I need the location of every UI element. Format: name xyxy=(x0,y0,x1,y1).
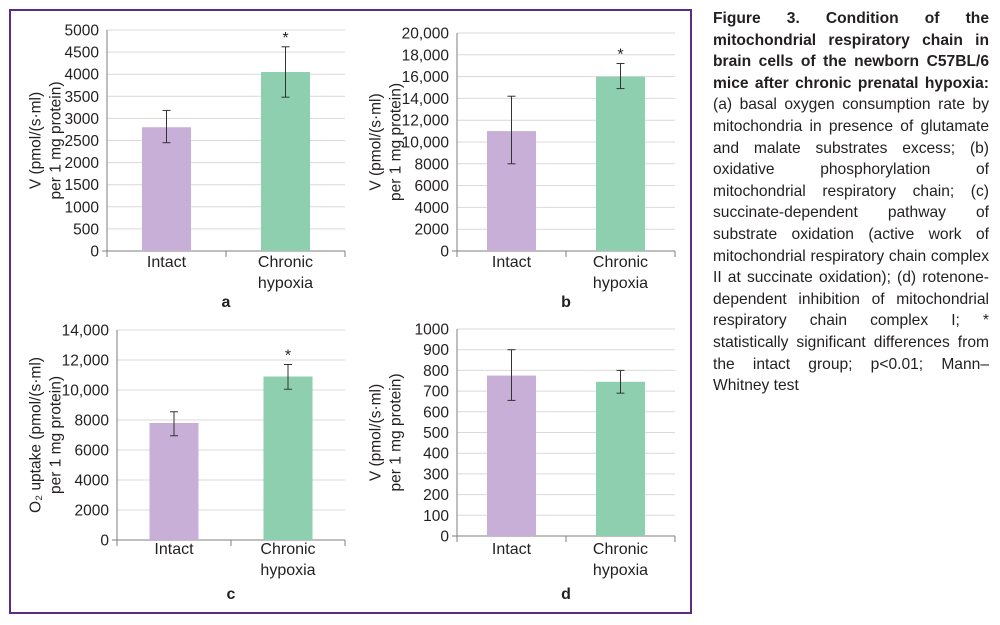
y-tick-label: 2000 xyxy=(75,503,110,520)
y-tick-label: 1500 xyxy=(65,177,100,194)
y-tick-label: 8000 xyxy=(415,156,450,173)
chart-panel-d: 0 100 200 300 400 500 600 700 800 900 1000 Intact Ch… xyxy=(368,322,676,603)
figure-frame xyxy=(9,9,692,614)
x-category-label: Chronic xyxy=(593,254,648,271)
x-category-label: hypoxia xyxy=(593,562,648,579)
y-axis-title: per 1 mg protein) xyxy=(48,81,65,199)
y-tick-label: 4000 xyxy=(415,200,450,217)
y-axis-title: V (pmol/(s·ml) xyxy=(368,93,385,190)
y-tick-label: 0 xyxy=(440,529,449,546)
y-tick-label: 0 xyxy=(90,244,99,261)
y-tick-label: 1000 xyxy=(65,199,100,216)
significance-asterisk: * xyxy=(285,348,291,365)
y-tick-label: 200 xyxy=(423,487,449,504)
bar-chronic-hypoxia xyxy=(596,381,645,536)
y-tick-label: 4000 xyxy=(75,473,110,490)
y-tick-label: 10,000 xyxy=(402,135,450,152)
y-tick-label: 5000 xyxy=(65,23,100,40)
y-tick-label: 14,000 xyxy=(62,323,110,340)
y-tick-label: 20,000 xyxy=(402,26,450,43)
y-tick-label: 3500 xyxy=(65,89,100,106)
y-tick-label: 12,000 xyxy=(402,113,450,130)
chart-panel-a: 0 500 1000 1500 2000 2500 3000 3500 4000 4500 5000… xyxy=(28,23,346,311)
y-tick-label: 6000 xyxy=(415,178,450,195)
x-category-label: Intact xyxy=(492,254,532,271)
y-tick-label: 600 xyxy=(423,404,449,421)
chart-panel-c: 0 2000 4000 6000 8000 10,000 12,000 14,000 Intac… xyxy=(28,323,346,603)
bar-intact xyxy=(142,127,191,251)
y-tick-label: 400 xyxy=(423,446,449,463)
y-tick-label: 500 xyxy=(73,221,99,238)
y-tick-label: 16,000 xyxy=(402,69,450,86)
x-category-label: Intact xyxy=(154,541,194,558)
y-tick-label: 2000 xyxy=(415,222,450,239)
y-tick-label: 900 xyxy=(423,342,449,359)
y-tick-label: 18,000 xyxy=(402,47,450,64)
bar-chronic-hypoxia xyxy=(263,376,313,540)
y-axis-title: per 1 mg protein) xyxy=(388,83,405,201)
y-tick-label: 10,000 xyxy=(62,383,110,400)
y-tick-label: 1000 xyxy=(415,322,450,339)
y-tick-label: 2000 xyxy=(65,155,100,172)
panel-label: a xyxy=(222,294,231,311)
y-tick-label: 0 xyxy=(440,244,449,261)
y-tick-label: 700 xyxy=(423,384,449,401)
y-tick-label: 100 xyxy=(423,508,449,525)
x-category-label: Intact xyxy=(492,541,532,558)
caption-body: (a) basal oxygen consumption rate by mit… xyxy=(713,96,989,395)
x-category-label: Intact xyxy=(147,254,187,271)
figure-caption: Figure 3. Condition of the mitochondrial… xyxy=(713,8,989,397)
bar-chronic-hypoxia xyxy=(596,76,645,251)
y-axis-title: V (pmol/(s·ml) xyxy=(368,384,385,481)
caption-title: Figure 3. Condition of the mitochondrial… xyxy=(713,10,989,92)
bar-intact xyxy=(149,423,199,540)
bar-chronic-hypoxia xyxy=(261,71,310,251)
y-axis-title: per 1 mg protein) xyxy=(48,376,65,494)
x-category-label: Chronic xyxy=(260,541,315,558)
y-tick-label: 4000 xyxy=(65,67,100,84)
y-tick-label: 12,000 xyxy=(62,353,110,370)
y-tick-label: 800 xyxy=(423,363,449,380)
x-category-label: Chronic xyxy=(593,541,648,558)
x-category-label: hypoxia xyxy=(593,275,648,292)
x-category-label: hypoxia xyxy=(260,562,315,579)
x-category-label: Chronic xyxy=(258,254,313,271)
y-tick-label: 2500 xyxy=(65,133,100,150)
y-tick-label: 6000 xyxy=(75,443,110,460)
significance-asterisk: * xyxy=(282,30,288,47)
y-axis-title: V (pmol/(s·ml) xyxy=(28,92,45,189)
significance-asterisk: * xyxy=(617,47,623,64)
bar-intact xyxy=(487,375,536,536)
panel-label: d xyxy=(561,586,571,603)
y-tick-label: 3000 xyxy=(65,111,100,128)
y-tick-label: 500 xyxy=(423,425,449,442)
panel-label: b xyxy=(561,294,571,311)
panel-label: c xyxy=(227,586,236,603)
y-tick-label: 14,000 xyxy=(402,91,450,108)
y-tick-label: 300 xyxy=(423,466,449,483)
y-tick-label: 8000 xyxy=(75,413,110,430)
y-tick-label: 4500 xyxy=(65,45,100,62)
y-axis-title: O₂ uptake (pmol/(s·ml) xyxy=(28,357,45,513)
y-axis-title: per 1 mg protein) xyxy=(388,373,405,491)
chart-panel-b: 0 2000 4000 6000 8000 10,000 12,000 14,000 16,00… xyxy=(368,26,676,311)
x-category-label: hypoxia xyxy=(258,275,313,292)
y-tick-label: 0 xyxy=(100,533,109,550)
